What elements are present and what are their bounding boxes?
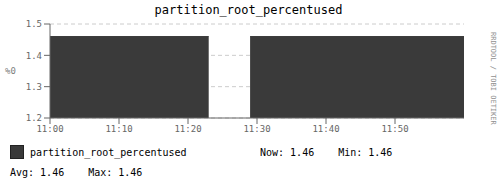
svg-text:11:50: 11:50 [381, 124, 408, 134]
html-text:RRDTOOL / TOBI OETIKER: RRDTOOL / TOBI OETIKER [489, 31, 497, 125]
html-text:partition_root_percentused: partition_root_percentused [154, 3, 343, 17]
svg-text:11:00: 11:00 [36, 124, 63, 134]
html-text:Max: 1.46: Max: 1.46 [88, 166, 143, 178]
svg-text:1.2: 1.2 [26, 113, 42, 123]
svg-text:11:10: 11:10 [105, 124, 132, 134]
html-text:Avg: 1.46: Avg: 1.46 [10, 166, 65, 178]
svg-text:11:40: 11:40 [312, 124, 339, 134]
html-text:Min: 1.46: Min: 1.46 [338, 146, 393, 158]
svg-text:11:20: 11:20 [174, 124, 201, 134]
html-text:Now: 1.46: Now: 1.46 [260, 146, 315, 158]
svg-text:1.5: 1.5 [26, 19, 42, 29]
html-text:partition_root_percentused: partition_root_percentused [30, 146, 187, 158]
svg-text:1.3: 1.3 [26, 82, 42, 92]
svg-text:1.4: 1.4 [26, 51, 42, 61]
svg-text:%0: %0 [8, 66, 16, 76]
svg-text:11:30: 11:30 [243, 124, 270, 134]
